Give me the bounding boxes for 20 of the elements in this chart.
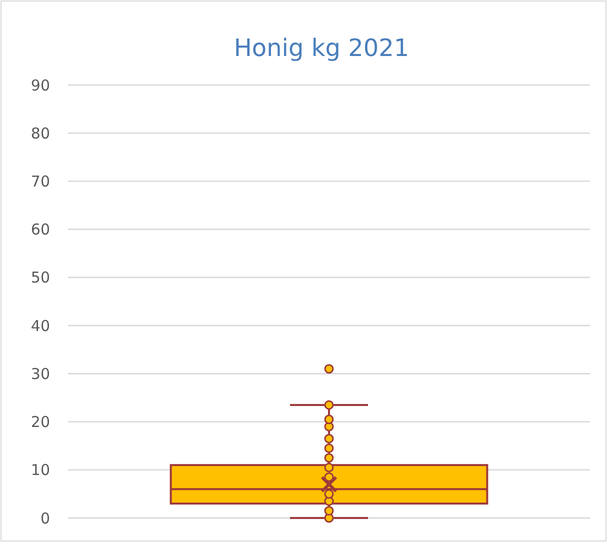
y-tick-label: 20	[30, 413, 50, 432]
y-tick-label: 90	[30, 76, 50, 94]
y-tick-label: 50	[30, 268, 50, 287]
chart-title: Honig kg 2021	[234, 34, 410, 62]
point	[324, 489, 334, 499]
y-tick-label: 10	[30, 461, 50, 480]
y-tick-label: 70	[30, 172, 50, 190]
point	[324, 453, 334, 463]
point	[324, 472, 334, 482]
point	[324, 414, 334, 424]
point	[324, 506, 334, 516]
y-tick-label: 40	[30, 316, 50, 335]
y-tick-label: 0	[40, 509, 50, 528]
point	[324, 434, 334, 444]
point	[324, 400, 334, 410]
point	[324, 462, 334, 472]
y-tick-label: 60	[30, 220, 50, 239]
y-tick-label: 80	[30, 124, 50, 142]
point	[324, 443, 334, 453]
y-tick-label: 30	[30, 364, 50, 383]
